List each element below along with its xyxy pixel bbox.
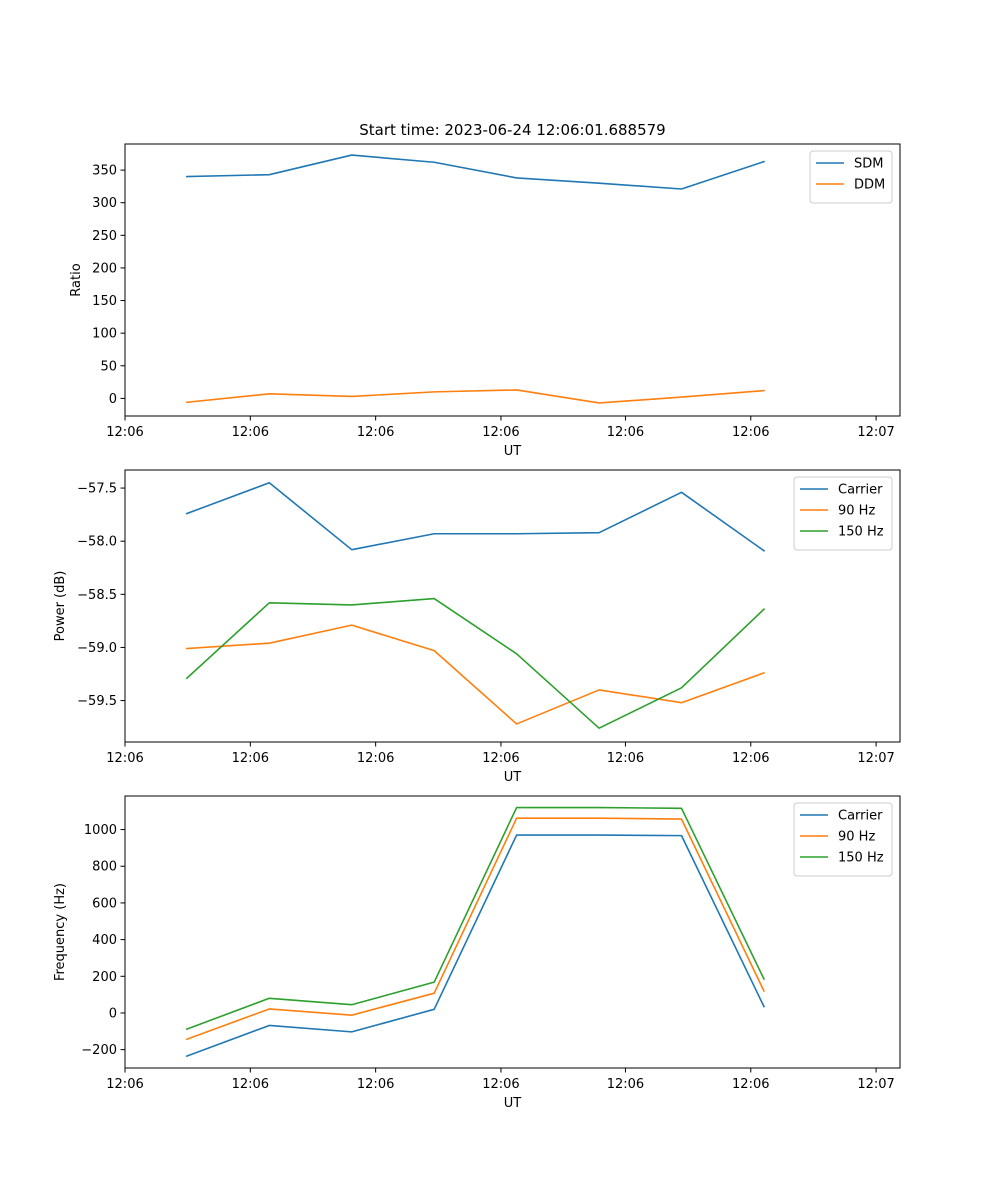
legend: Carrier 90 Hz 150 Hz [793,476,893,551]
series-line-150-hz [185,597,766,729]
y-tick-label: 150 [92,294,117,309]
x-tick-label: 12:06 [607,1077,644,1092]
series-line-ddm [185,389,765,404]
y-tick-label: −59.0 [77,641,117,656]
y-tick-label: 600 [92,896,117,911]
series-line-carrier [185,481,766,552]
y-tick-label: 50 [100,359,117,374]
x-tick-label: 12:06 [607,425,644,440]
y-tick-label: −58.0 [77,535,117,550]
plot-frame [124,469,901,743]
x-tick-label: 12:06 [106,1077,143,1092]
x-tick-label: 12:07 [857,751,894,766]
x-tick-label: 12:07 [857,425,894,440]
y-tick-label: 250 [92,229,117,244]
legend-label: 90 Hz [838,504,875,519]
plot-frame [124,795,901,1069]
y-axis-label: Ratio [69,263,84,296]
y-tick-label: −59.5 [77,694,117,709]
legend-label: DDM [854,178,885,193]
x-tick-label: 12:07 [857,1077,894,1092]
x-tick-label: 12:06 [106,751,143,766]
series-line-150-hz [185,806,766,1031]
x-tick-label: 12:06 [482,425,519,440]
x-axis-label: UT [504,770,522,785]
chart-title: Start time: 2023-06-24 12:06:01.688579 [359,121,665,139]
y-tick-label: 200 [92,970,117,985]
y-tick-label: 400 [92,933,117,948]
y-tick-label: −200 [81,1043,117,1058]
y-tick-label: 1000 [84,823,117,838]
x-axis-label: UT [504,1096,522,1111]
y-axis-label: Power (dB) [53,571,68,642]
y-axis-label: Frequency (Hz) [53,883,68,981]
x-tick-label: 12:06 [607,751,644,766]
series-line-90-hz [185,817,766,1041]
x-tick-label: 12:06 [357,425,394,440]
legend: SDM DDM [809,150,893,204]
series-line-carrier [185,834,766,1058]
legend-box [809,150,893,204]
x-tick-label: 12:06 [232,425,269,440]
legend: Carrier 90 Hz 150 Hz [793,802,893,877]
y-tick-label: 100 [92,327,117,342]
y-tick-label: 350 [92,164,117,179]
legend-label: Carrier [838,809,883,824]
x-tick-label: 12:06 [232,1077,269,1092]
legend-label: Carrier [838,483,883,498]
x-tick-label: 12:06 [732,751,769,766]
series-line-90-hz [185,624,765,725]
x-tick-label: 12:06 [357,751,394,766]
y-tick-label: 800 [92,860,117,875]
subplot-2: 12:06 12:06 12:06 12:06 12:06 12:06 12:07 −59.5… [53,469,901,785]
x-axis-label: UT [504,444,522,459]
legend-label: 150 Hz [838,851,884,866]
legend-label: 90 Hz [838,830,875,845]
x-tick-label: 12:06 [106,425,143,440]
y-tick-label: −58.5 [77,588,117,603]
y-tick-label: −57.5 [77,482,117,497]
x-tick-label: 12:06 [357,1077,394,1092]
y-tick-label: 0 [109,1006,117,1021]
legend-label: SDM [854,157,883,172]
plot-frame [124,143,901,417]
y-tick-label: 0 [109,392,117,407]
legend-label: 150 Hz [838,525,884,540]
x-tick-label: 12:06 [732,425,769,440]
subplot-1: Start time: 2023-06-24 12:06:01.688579 12… [69,121,901,459]
series-line-sdm [186,154,765,190]
subplot-3: 12:06 12:06 12:06 12:06 12:06 12:06 12:07 −200 0… [53,795,901,1111]
y-tick-label: 200 [92,261,117,276]
x-tick-label: 12:06 [482,1077,519,1092]
x-tick-label: 12:06 [232,751,269,766]
y-tick-label: 300 [92,196,117,211]
x-tick-label: 12:06 [732,1077,769,1092]
x-tick-label: 12:06 [482,751,519,766]
